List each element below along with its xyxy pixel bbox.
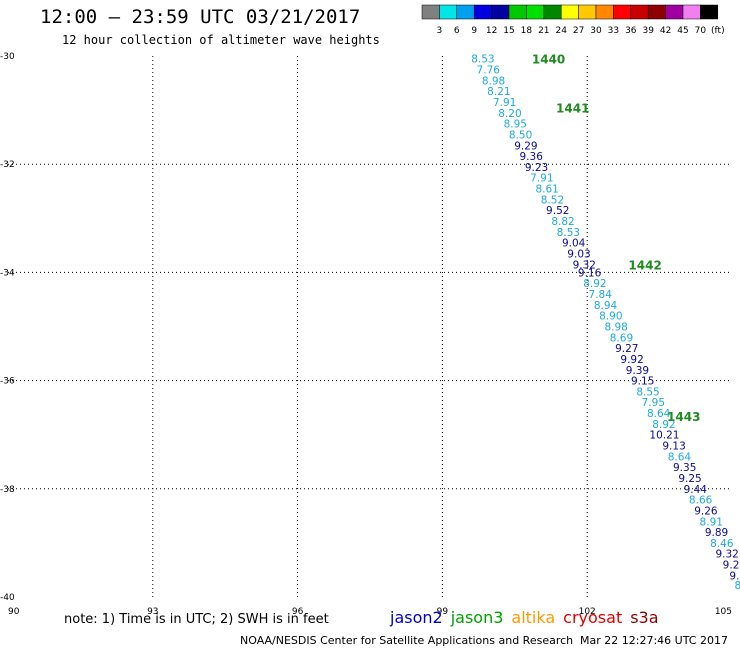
wave-height-point: 9.27 <box>615 343 638 355</box>
wave-height-point: 8.64 <box>647 408 671 420</box>
lon-tick-label: 105 <box>715 607 732 617</box>
wave-height-point: 9.16 <box>578 267 602 279</box>
satellite-label-cryosat: cryosat <box>563 608 623 627</box>
wave-height-point: 7.91 <box>493 97 516 109</box>
wave-height-point: 8.92 <box>652 419 675 431</box>
wave-height-point: 8.66 <box>689 495 713 507</box>
wave-height-point: 9.92 <box>620 354 643 366</box>
wave-height-point: 8.98 <box>604 322 627 334</box>
lon-tick-label: 99 <box>437 607 449 617</box>
wave-height-point: 9.25 <box>678 473 701 485</box>
orbit-number-label: 1443 <box>667 410 700 424</box>
legend-label: 9 <box>471 26 477 36</box>
wave-height-point: 9.39 <box>626 365 649 377</box>
wave-height-point: 7.76 <box>477 65 501 77</box>
wave-height-point: 9.26 <box>694 505 718 517</box>
wave-height-point: 8.98 <box>482 75 505 87</box>
wave-height-point: 8.64 <box>668 451 692 463</box>
legend-label: 21 <box>538 26 549 36</box>
wave-height-point: 8.90 <box>599 311 622 323</box>
legend-label: 12 <box>486 26 497 36</box>
wave-height-point: 8.52 <box>541 194 564 206</box>
lat-tick-label: -38 <box>0 485 15 495</box>
wave-height-point: 8.82 <box>551 216 574 228</box>
wave-height-point: 9.04 <box>562 238 586 250</box>
legend-swatch <box>700 4 719 20</box>
orbit-number-label: 1440 <box>532 53 565 67</box>
satellite-label-altika: altika <box>511 608 556 627</box>
legend-label: 42 <box>660 26 671 36</box>
legend-label: 39 <box>642 26 654 36</box>
wave-height-point: 8.91 <box>700 516 723 528</box>
satellite-label-jason2: jason2 <box>390 608 443 627</box>
lon-tick-label: 93 <box>147 607 158 617</box>
wave-height-point: 9.36 <box>520 151 544 163</box>
legend-label: 70 <box>695 26 707 36</box>
wave-height-point: 8.61 <box>535 184 558 196</box>
orbit-number-label: 1442 <box>628 258 661 272</box>
chart-title: 12:00 – 23:59 UTC 03/21/2017 <box>40 6 361 28</box>
wave-height-point: 8.50 <box>509 129 532 141</box>
legend-label: 3 <box>437 26 443 36</box>
lon-tick-label: 102 <box>579 607 596 617</box>
wave-height-point: 8.95 <box>504 119 527 131</box>
generation-timestamp: Mar 22 12:27:46 UTC 2017 <box>580 634 728 647</box>
legend-label: 27 <box>573 26 584 36</box>
legend-label: 45 <box>677 26 688 36</box>
units-note: note: 1) Time is in UTC; 2) SWH is in fe… <box>64 612 329 627</box>
credit-text: NOAA/NESDIS Center for Satellite Applica… <box>240 634 574 647</box>
wave-height-point: 8.53 <box>557 227 580 239</box>
wave-height-point: 9.03 <box>567 248 590 260</box>
legend-label: (ft) <box>711 26 725 36</box>
wave-height-point: 9.52 <box>546 205 569 217</box>
wave-height-point: 7.84 <box>589 289 613 301</box>
wave-height-point: 7.91 <box>530 173 553 185</box>
wave-height-point: 8 <box>734 580 740 592</box>
legend-label: 36 <box>625 26 637 36</box>
orbit-number-label: 1441 <box>556 101 589 115</box>
wave-height-point: 9.32 <box>573 259 596 271</box>
legend-label: 15 <box>503 26 514 36</box>
wave-height-point: 9.23 <box>525 162 548 174</box>
legend-label: 18 <box>521 26 533 36</box>
wave-height-point: 9.44 <box>684 484 708 496</box>
legend-label: 6 <box>454 26 460 36</box>
lat-tick-label: -32 <box>0 160 15 170</box>
legend-label: 24 <box>555 26 567 36</box>
wave-height-point: 8.92 <box>583 278 606 290</box>
wave-height-point: 8.69 <box>610 332 633 344</box>
wave-height-point: 9.29 <box>514 140 537 152</box>
wave-height-point: 9.32 <box>715 549 738 561</box>
wave-height-point: 8.21 <box>487 86 510 98</box>
wave-height-point: 10.21 <box>649 430 679 442</box>
lon-tick-label: 90 <box>8 607 20 617</box>
satellite-label-s3a: s3a <box>630 608 659 627</box>
wave-height-point: 8.20 <box>498 108 521 120</box>
wave-height-point: 9. <box>729 570 739 582</box>
wave-height-point: 9.15 <box>631 376 654 388</box>
wave-height-point: 7.95 <box>642 397 665 409</box>
chart-subtitle: 12 hour collection of altimeter wave hei… <box>62 33 380 47</box>
wave-height-point: 9.35 <box>673 462 696 474</box>
lat-tick-label: -30 <box>0 52 15 62</box>
wave-height-point: 9.89 <box>705 527 728 539</box>
wave-height-point: 8.94 <box>594 300 618 312</box>
color-scale-legend: 3 6 9 12 15 18 21 24 27 30 33 36 39 42 45 70 (ft) <box>421 4 725 36</box>
wave-height-point: 8.53 <box>471 54 494 66</box>
wave-height-point: 9.13 <box>662 441 685 453</box>
satellite-legend: jason2 jason3 altika cryosat s3a <box>390 608 667 627</box>
wave-height-point: 8.46 <box>710 538 734 550</box>
wave-height-point: 8.55 <box>636 386 659 398</box>
legend-label: 30 <box>590 26 602 36</box>
wave-height-point: 9.2 <box>723 560 740 572</box>
lon-tick-label: 96 <box>292 607 304 617</box>
lat-tick-label: -34 <box>0 268 15 278</box>
satellite-label-jason3: jason3 <box>450 608 504 627</box>
legend-label: 33 <box>608 26 619 36</box>
lat-tick-label: -36 <box>0 377 15 387</box>
lat-tick-label: -40 <box>0 593 15 603</box>
